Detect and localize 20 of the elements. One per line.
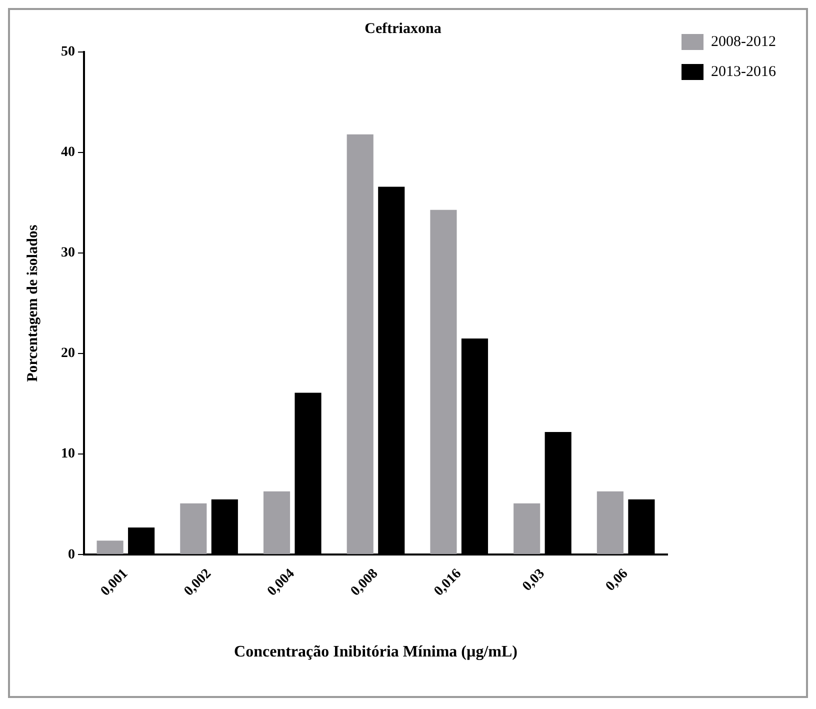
bar	[430, 210, 457, 554]
x-tick-label: 0,03	[520, 566, 548, 594]
bar	[596, 491, 624, 554]
bar	[346, 134, 374, 554]
bar	[263, 491, 290, 554]
y-axis-title: Porcentagem de isolados	[24, 224, 41, 382]
y-tick-label: 0	[68, 547, 75, 562]
y-tick-label: 30	[61, 246, 75, 261]
y-tick-label: 20	[61, 346, 75, 362]
x-tick-label: 0,06	[603, 566, 632, 594]
legend-label: 2013-2016	[711, 64, 776, 80]
legend-label: 2008-2012	[711, 34, 776, 50]
y-tick-label: 10	[61, 446, 75, 462]
x-axis-title: Concentração Inibitória Mínima (µg/mL)	[234, 644, 518, 661]
chart-title: Ceftriaxona	[364, 20, 442, 37]
y-tick-label: 40	[61, 145, 75, 160]
bar	[96, 540, 124, 554]
y-tick-label: 50	[61, 44, 75, 60]
bar	[180, 503, 207, 554]
bar	[514, 503, 540, 554]
